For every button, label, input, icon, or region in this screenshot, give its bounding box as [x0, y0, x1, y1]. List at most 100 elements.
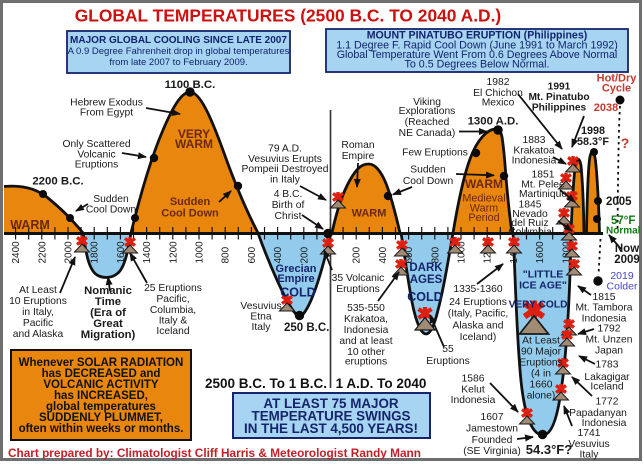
svg-text:1400: 1400	[142, 241, 153, 264]
svg-text:global temperatures: global temperatures	[46, 401, 156, 413]
svg-text:Cool Down: Cool Down	[161, 208, 219, 220]
svg-text:MOUNT PINATUBO ERUPTION (Phili: MOUNT PINATUBO ERUPTION (Philippines)	[367, 30, 588, 42]
svg-text:(4 in: (4 in	[531, 369, 551, 380]
svg-text:Iceland: Iceland	[590, 382, 623, 393]
svg-text:Vesuvius Erupts: Vesuvius Erupts	[248, 154, 322, 165]
svg-text:2200: 2200	[37, 241, 48, 264]
svg-text:Sudden: Sudden	[170, 196, 211, 208]
svg-text:600: 600	[247, 246, 258, 263]
svg-text:del Ruiz: del Ruiz	[511, 218, 548, 229]
svg-text:Japan: Japan	[595, 346, 623, 357]
svg-text:has INCREASED,: has INCREASED,	[54, 390, 148, 402]
svg-text:has DECREASED and: has DECREASED and	[42, 368, 161, 380]
svg-text:54.3°F?: 54.3°F?	[526, 442, 572, 457]
svg-text:1792: 1792	[598, 324, 621, 335]
svg-text:2500 B.C. To 1 B.C.: 2500 B.C. To 1 B.C.	[205, 376, 327, 391]
svg-text:Krakatoa,: Krakatoa,	[344, 314, 388, 325]
svg-text:1991: 1991	[548, 82, 571, 93]
svg-text:Founded: Founded	[472, 435, 513, 446]
svg-text:AGES: AGES	[410, 274, 443, 286]
svg-text:Mexico: Mexico	[482, 98, 515, 109]
svg-text:Period: Period	[468, 212, 499, 224]
svg-text:Italy: Italy	[580, 450, 600, 461]
svg-text:A 0.9 Degree Fahrenheit drop i: A 0.9 Degree Fahrenheit drop in global t…	[68, 46, 290, 57]
svg-text:El Chichon: El Chichon	[473, 88, 523, 99]
svg-text:Grecian: Grecian	[276, 263, 317, 275]
svg-text:Vesuvius: Vesuvius	[240, 301, 281, 312]
svg-text:from late 2007 to February 200: from late 2007 to February 2009.	[109, 57, 247, 68]
svg-text:At Least: At Least	[19, 285, 57, 296]
svg-text:Mt. Tambora: Mt. Tambora	[575, 303, 632, 314]
svg-text:ICE AGE": ICE AGE"	[519, 280, 567, 292]
svg-text:Few Eruptions: Few Eruptions	[402, 148, 468, 159]
svg-text:535-550: 535-550	[347, 303, 385, 314]
svg-text:and at least: and at least	[339, 336, 392, 347]
svg-text:Mt. Unzen: Mt. Unzen	[586, 335, 633, 346]
svg-text:Pacific: Pacific	[23, 318, 53, 329]
svg-text:VOLCANIC ACTIVITY: VOLCANIC ACTIVITY	[43, 379, 159, 391]
svg-text:Philippines: Philippines	[532, 103, 587, 114]
svg-text:200: 200	[299, 246, 310, 263]
svg-text:Time: Time	[95, 296, 121, 308]
svg-text:1660: 1660	[530, 380, 553, 391]
svg-text:1783: 1783	[596, 360, 619, 371]
svg-text:Indonesia: Indonesia	[512, 156, 557, 167]
svg-text:58.3°F: 58.3°F	[577, 136, 609, 148]
svg-text:GLOBAL TEMPERATURES (2500 B.C.: GLOBAL TEMPERATURES (2500 B.C. TO 2040 A…	[75, 6, 501, 26]
svg-text:Eruptions: Eruptions	[336, 284, 380, 295]
svg-text:AT LEAST 75 MAJOR: AT LEAST 75 MAJOR	[263, 396, 398, 411]
svg-text:NE Canada): NE Canada)	[399, 128, 456, 139]
svg-text:Indonesia: Indonesia	[582, 418, 627, 429]
svg-text:Sudden: Sudden	[410, 165, 446, 176]
svg-text:Warm: Warm	[470, 203, 498, 215]
svg-text:in Italy: in Italy	[270, 175, 301, 186]
svg-text:Italy: Italy	[252, 322, 272, 333]
svg-text:Cool Down: Cool Down	[86, 205, 137, 216]
svg-text:IN THE LAST 4,500 YEARS!: IN THE LAST 4,500 YEARS!	[244, 421, 418, 436]
svg-text:400: 400	[273, 246, 284, 263]
svg-text:Papadanyan: Papadanyan	[569, 408, 627, 419]
svg-text:600: 600	[404, 246, 415, 263]
svg-text:800: 800	[430, 246, 441, 263]
svg-text:(Italy, Pacific,: (Italy, Pacific,	[448, 309, 508, 320]
svg-text:Mt. Pinatubo: Mt. Pinatubo	[528, 92, 589, 103]
svg-text:1000: 1000	[195, 241, 206, 264]
svg-text:800: 800	[221, 246, 232, 263]
svg-text:Columbia: Columbia	[508, 227, 552, 238]
svg-text:Krakatoa: Krakatoa	[513, 146, 554, 157]
svg-text:1200: 1200	[168, 241, 179, 264]
svg-text:WARM: WARM	[10, 218, 50, 232]
svg-text:Eruptions: Eruptions	[75, 160, 119, 171]
svg-text:Mt. Pelee: Mt. Pelee	[521, 180, 565, 191]
svg-text:Martinique: Martinique	[519, 189, 567, 200]
svg-text:Indonesia: Indonesia	[582, 314, 627, 325]
svg-text:Volcanic: Volcanic	[77, 150, 115, 161]
svg-text:Kelut: Kelut	[461, 385, 485, 396]
svg-text:often within weeks or months.: often within weeks or months.	[19, 423, 184, 435]
svg-text:Whenever SOLAR RADIATION: Whenever SOLAR RADIATION	[19, 357, 184, 369]
svg-text:Cool Down: Cool Down	[403, 176, 454, 187]
svg-text:1586: 1586	[462, 374, 485, 385]
svg-text:2200 B.C.: 2200 B.C.	[32, 176, 83, 188]
svg-text:400: 400	[378, 246, 389, 263]
svg-text:COLD: COLD	[280, 286, 315, 300]
svg-text:24 Eruptions: 24 Eruptions	[449, 297, 507, 308]
svg-text:At Least: At Least	[522, 336, 560, 347]
svg-text:in Italy,: in Italy,	[22, 307, 54, 318]
svg-text:Hot/Dry: Hot/Dry	[597, 73, 638, 85]
svg-text:2005: 2005	[606, 196, 632, 208]
svg-text:WARM: WARM	[352, 208, 387, 220]
svg-text:2009: 2009	[614, 254, 640, 266]
svg-text:Indonesia: Indonesia	[344, 325, 389, 336]
svg-text:Nomanic: Nomanic	[84, 285, 132, 297]
svg-text:1.1 Degree F. Rapid Cool Down: 1.1 Degree F. Rapid Cool Down (June 1991…	[336, 40, 618, 52]
svg-text:Only Scattered: Only Scattered	[62, 139, 130, 150]
svg-text:VERY: VERY	[178, 127, 210, 141]
svg-text:1815: 1815	[593, 292, 616, 303]
svg-text:TEMPERATURE SWINGS: TEMPERATURE SWINGS	[252, 409, 411, 424]
svg-text:To 0.5 Degrees Below Normal.: To 0.5 Degrees Below Normal.	[405, 59, 550, 71]
svg-text:Roman: Roman	[341, 140, 374, 151]
svg-text:Columbia,: Columbia,	[150, 305, 196, 316]
svg-text:Colder: Colder	[607, 281, 638, 293]
svg-text:Indonesia: Indonesia	[451, 395, 496, 406]
